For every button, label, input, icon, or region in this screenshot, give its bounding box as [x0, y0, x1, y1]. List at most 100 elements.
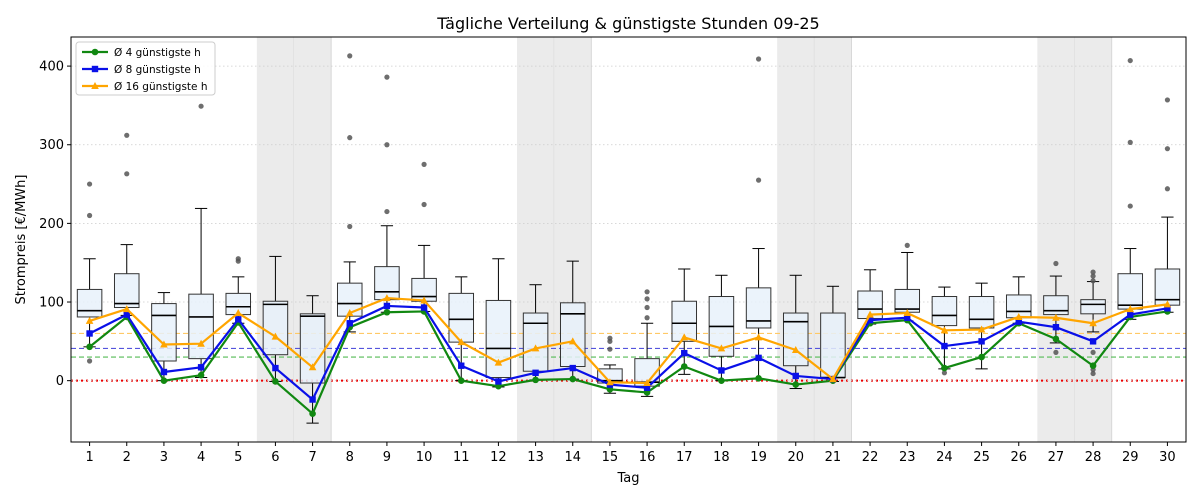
- reference-lines: [71, 332, 1186, 382]
- outlier-point: [941, 370, 948, 376]
- series-point: [457, 377, 465, 384]
- x-tick-label: 10: [416, 450, 433, 465]
- outlier-point: [1164, 146, 1171, 152]
- series-point: [755, 375, 762, 382]
- legend-label: Ø 16 günstigste h: [114, 81, 208, 93]
- outlier-point: [755, 56, 762, 62]
- outlier-point: [86, 181, 93, 187]
- series-point: [1127, 311, 1134, 318]
- x-tick-label: 7: [308, 450, 316, 465]
- outlier-point: [607, 346, 613, 352]
- legend-box: [75, 41, 216, 96]
- y-tick-label: 200: [39, 217, 64, 232]
- outlier-point: [86, 358, 93, 364]
- box: [299, 313, 326, 384]
- outlier-point: [1090, 278, 1096, 284]
- x-tick-label: 5: [234, 450, 242, 465]
- series-point: [680, 333, 689, 341]
- x-tick-label: 28: [1085, 450, 1102, 465]
- x-axis-label: Tag: [616, 471, 639, 486]
- series-point: [1126, 305, 1135, 313]
- series-point: [978, 353, 985, 361]
- series-point: [383, 294, 391, 302]
- series-line: [89, 296, 1168, 385]
- series-point: [718, 377, 725, 384]
- box: [262, 300, 289, 356]
- box: [745, 287, 772, 329]
- x-tick-label: 22: [862, 450, 879, 465]
- series-point: [1164, 305, 1171, 312]
- x-tick-label: 8: [346, 450, 354, 465]
- series-point: [569, 375, 577, 383]
- x-tick-label: 3: [160, 450, 168, 465]
- series-point: [86, 330, 93, 337]
- box: [1080, 299, 1106, 315]
- outlier-point: [1127, 139, 1133, 145]
- weekend-bands: [256, 37, 1113, 442]
- outlier-point: [644, 289, 650, 295]
- outlier-point: [1090, 273, 1096, 279]
- legend-swatch-marker: [91, 65, 99, 73]
- outlier-point: [1090, 349, 1096, 355]
- x-tick-label: 19: [750, 450, 767, 465]
- x-tick-label: 29: [1122, 450, 1139, 465]
- outlier-point: [421, 201, 427, 208]
- series-point: [829, 375, 837, 383]
- x-tick-label: 2: [123, 450, 131, 465]
- box: [485, 299, 512, 379]
- legend-label: Ø 8 günstigste h: [114, 64, 201, 76]
- series-point: [718, 367, 725, 374]
- series-point: [160, 368, 168, 376]
- series-point: [791, 345, 800, 353]
- series-point: [941, 342, 948, 350]
- x-tick-label: 20: [787, 450, 804, 465]
- outlier-point: [904, 242, 910, 248]
- series-point: [86, 343, 93, 351]
- series-point: [978, 338, 985, 345]
- gridlines: [71, 65, 1186, 382]
- series-point: [681, 349, 688, 357]
- y-tick-label: 0: [56, 374, 64, 389]
- series-point: [272, 364, 279, 372]
- series-point: [123, 311, 130, 318]
- outlier-point: [644, 296, 650, 302]
- series-point: [755, 354, 762, 362]
- series-point: [1089, 338, 1097, 345]
- box: [931, 296, 958, 327]
- series-point: [346, 320, 353, 327]
- series-point: [1015, 318, 1022, 325]
- outlier-point: [1164, 97, 1171, 103]
- series-point: [866, 316, 874, 324]
- outlier-point: [384, 74, 390, 80]
- outlier-point: [347, 135, 353, 141]
- series-point: [1089, 319, 1097, 327]
- x-tick-label: 17: [676, 450, 693, 465]
- series-point: [271, 332, 280, 340]
- series-point: [197, 364, 205, 371]
- outlier-point: [644, 315, 650, 321]
- y-axis-label: Strompreis [€/MWh]: [14, 175, 29, 305]
- series-point: [122, 305, 131, 313]
- series-point: [272, 378, 279, 385]
- y-tick-label: 300: [39, 138, 64, 153]
- series-point: [420, 296, 428, 304]
- y-tick-label: 100: [39, 296, 64, 311]
- outlier-point: [235, 256, 241, 262]
- series-point: [197, 371, 205, 379]
- series-point: [235, 316, 242, 323]
- outlier-point: [1127, 203, 1133, 209]
- series-point: [568, 337, 577, 345]
- series-point: [941, 364, 948, 372]
- x-tick-label: 18: [713, 450, 730, 465]
- outlier-point: [1053, 260, 1059, 267]
- outlier-point: [1164, 186, 1171, 192]
- outlier-point: [347, 53, 353, 59]
- weekend-band: [1037, 37, 1075, 442]
- series-point: [717, 344, 726, 352]
- series-point: [532, 376, 539, 384]
- series-point: [531, 344, 540, 352]
- x-tick-label: 12: [490, 450, 507, 465]
- series-point: [495, 378, 502, 385]
- outlier-point: [1053, 349, 1059, 355]
